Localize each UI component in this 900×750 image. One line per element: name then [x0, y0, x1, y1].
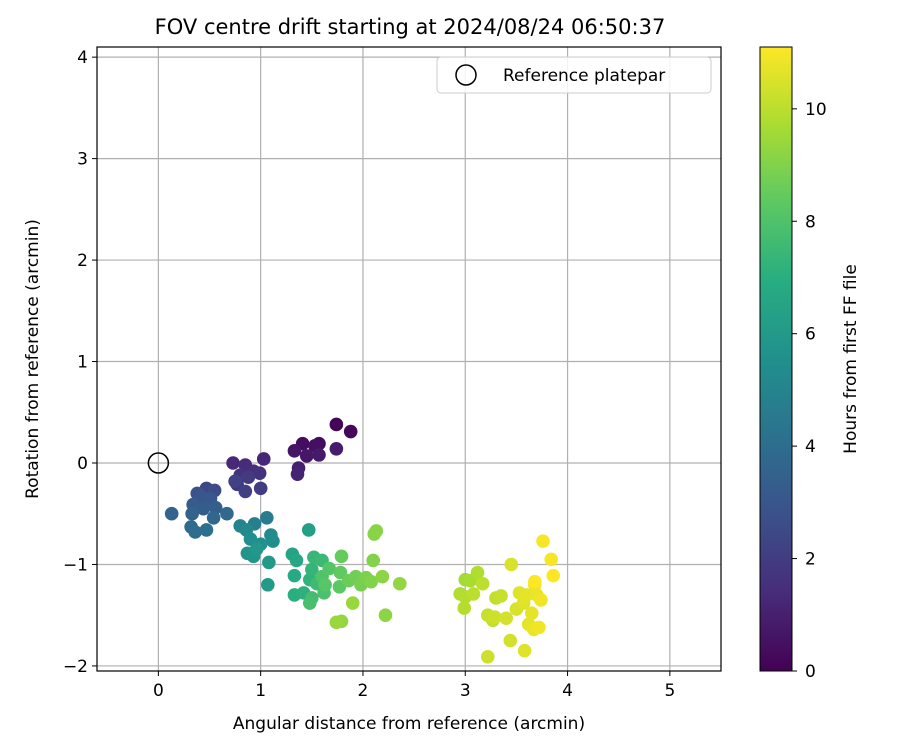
x-tick-label: 5 — [664, 681, 675, 701]
legend-label-reference: Reference platepar — [503, 66, 665, 86]
colorbar-ticks: 0 2 4 6 8 10 — [792, 100, 827, 682]
data-point — [532, 620, 546, 635]
data-point — [494, 589, 508, 603]
data-point — [475, 576, 490, 591]
data-point — [466, 587, 481, 601]
x-tick-label: 3 — [460, 681, 471, 701]
data-point — [256, 452, 271, 466]
data-point — [329, 615, 344, 630]
y-tick-label: −2 — [63, 657, 88, 677]
colorbar-label: Hours from first FF file — [841, 264, 861, 454]
data-point — [470, 565, 485, 580]
data-point — [252, 466, 267, 480]
legend: Reference platepar — [436, 56, 712, 94]
y-tick-label: 4 — [77, 48, 88, 68]
data-point — [378, 608, 393, 622]
data-point — [287, 444, 302, 458]
y-tick-label: 2 — [77, 251, 88, 271]
data-point — [544, 552, 558, 567]
data-point — [228, 474, 242, 489]
colorbar — [759, 46, 793, 672]
data-point — [329, 417, 344, 432]
data-point — [366, 553, 380, 568]
data-point — [253, 481, 268, 496]
data-point — [488, 610, 502, 625]
data-point — [261, 577, 275, 592]
data-point — [249, 542, 264, 557]
data-point — [199, 523, 214, 537]
data-point — [206, 510, 221, 525]
colorbar-tick-label: 8 — [805, 212, 816, 232]
y-tick-label: 0 — [77, 454, 88, 474]
data-point — [334, 549, 349, 564]
x-tick-label: 1 — [255, 681, 266, 701]
data-point — [504, 557, 519, 572]
x-axis-ticks: 0 1 2 3 4 5 — [153, 671, 675, 701]
data-point — [364, 574, 378, 589]
data-point — [243, 532, 258, 546]
data-point — [322, 561, 337, 576]
data-point — [290, 467, 305, 481]
data-point — [519, 588, 534, 602]
x-tick-label: 0 — [153, 681, 164, 701]
x-tick-label: 2 — [358, 681, 369, 701]
data-point — [287, 568, 302, 583]
y-axis-label: Rotation from reference (arcmin) — [23, 219, 43, 499]
colorbar-tick-label: 2 — [805, 550, 816, 570]
data-point — [392, 576, 407, 591]
data-point — [302, 596, 317, 610]
data-point — [369, 524, 384, 538]
y-axis-ticks: −2 −1 0 1 2 3 4 — [63, 48, 97, 677]
data-point — [457, 601, 472, 615]
data-point — [312, 448, 326, 462]
data-point — [220, 506, 234, 521]
data-point — [528, 574, 542, 589]
legend-marker-reference — [455, 64, 477, 86]
x-axis-label: Angular distance from reference (arcmin) — [233, 714, 585, 734]
reference-point — [147, 452, 170, 474]
colorbar-tick-label: 10 — [805, 100, 827, 120]
data-point — [329, 441, 344, 456]
reference-marker — [147, 452, 170, 474]
data-point — [266, 534, 280, 548]
data-point — [188, 525, 203, 539]
data-point — [164, 506, 179, 521]
data-point — [241, 470, 256, 485]
grid-lines — [97, 47, 721, 671]
data-point — [546, 568, 561, 583]
data-point — [196, 501, 211, 516]
colorbar-tick-label: 4 — [805, 437, 816, 457]
chart-title: FOV centre drift starting at 2024/08/24 … — [155, 15, 666, 39]
plot-frame — [96, 46, 722, 672]
data-point — [517, 643, 532, 658]
data-point — [480, 649, 495, 664]
data-point — [208, 500, 223, 515]
data-point — [318, 577, 332, 592]
data-point — [301, 523, 316, 537]
colorbar-tick-label: 6 — [805, 325, 816, 345]
data-point — [185, 506, 199, 521]
x-tick-label: 4 — [562, 681, 573, 701]
data-point — [260, 510, 274, 525]
y-tick-label: 3 — [77, 150, 88, 170]
data-point — [289, 553, 304, 568]
data-point — [343, 424, 358, 439]
y-tick-label: 1 — [77, 353, 88, 373]
data-point — [534, 593, 548, 607]
data-point — [262, 555, 276, 570]
data-point — [503, 633, 518, 648]
data-point — [226, 456, 240, 470]
data-point — [305, 562, 319, 577]
data-point — [499, 611, 513, 626]
data-point — [345, 596, 360, 610]
data-point — [375, 569, 390, 584]
scatter-points — [164, 417, 561, 664]
data-point — [536, 534, 550, 548]
colorbar-tick-label: 0 — [805, 662, 816, 682]
data-point — [238, 484, 253, 499]
data-point — [524, 606, 539, 620]
data-point — [299, 449, 314, 463]
y-tick-label: −1 — [63, 555, 88, 575]
